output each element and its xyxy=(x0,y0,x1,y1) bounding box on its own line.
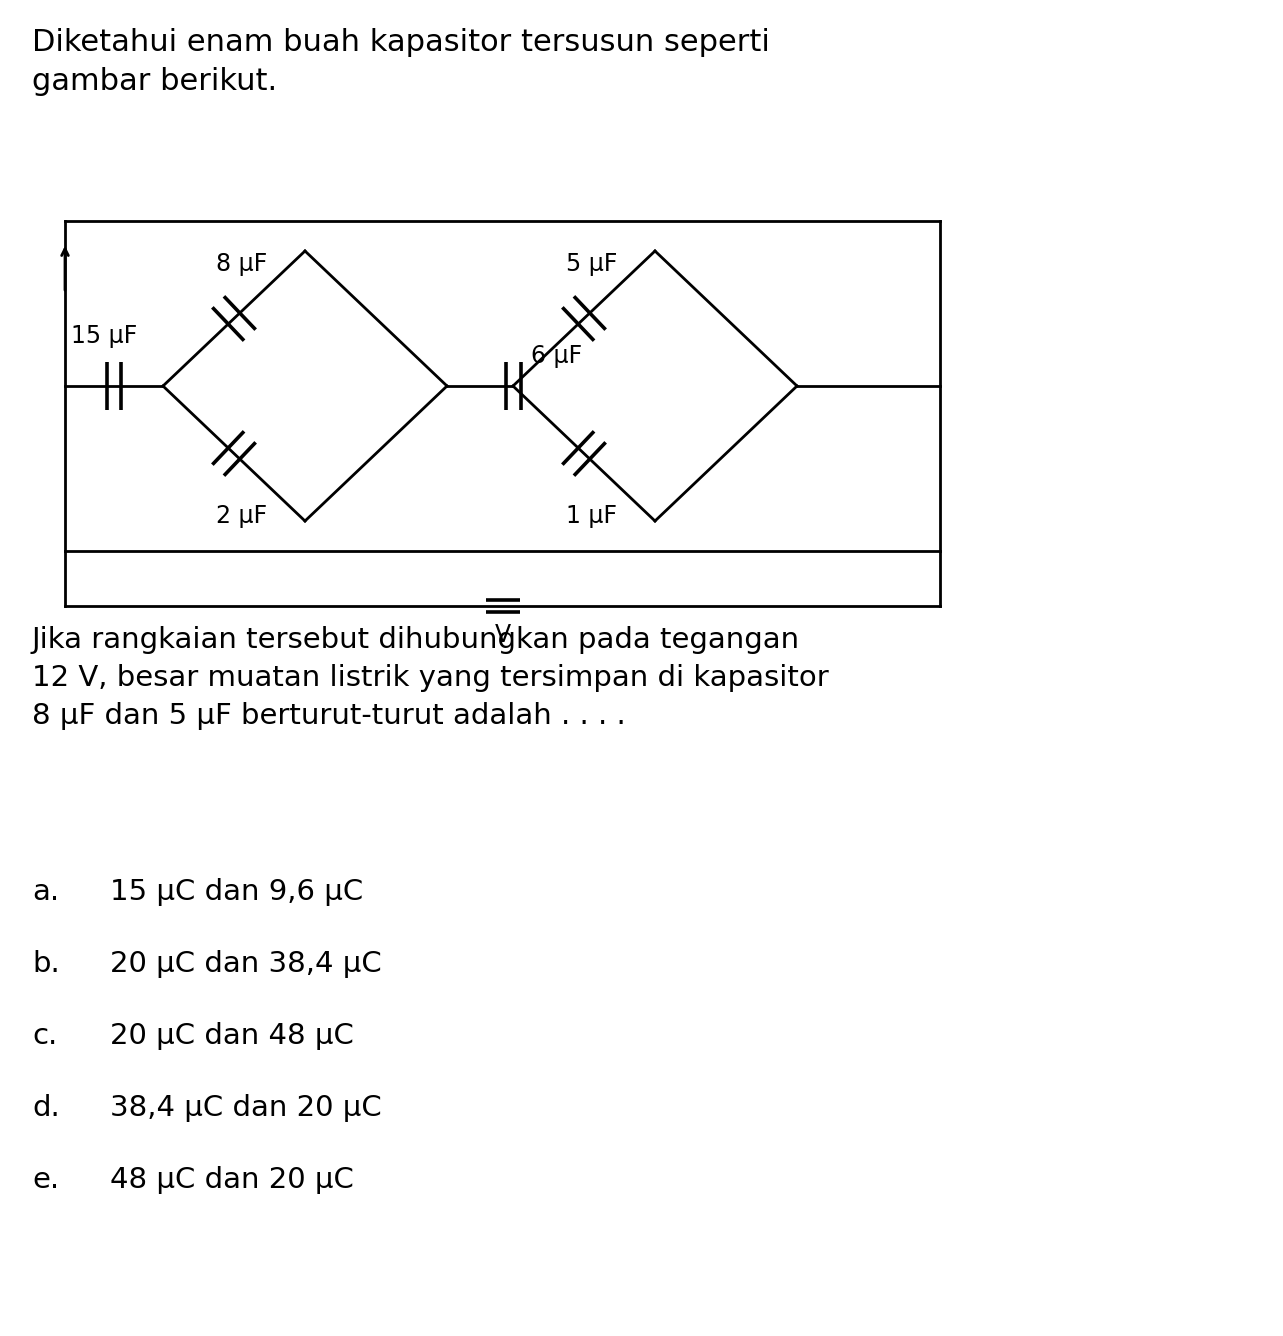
Text: 2 μF: 2 μF xyxy=(217,504,268,528)
Text: 15 μF: 15 μF xyxy=(71,325,137,347)
Text: a.: a. xyxy=(32,878,59,906)
Text: 1 μF: 1 μF xyxy=(567,504,617,528)
Text: 5 μF: 5 μF xyxy=(566,253,617,277)
Text: Diketahui enam buah kapasitor tersusun seperti
gambar berikut.: Diketahui enam buah kapasitor tersusun s… xyxy=(32,28,770,96)
Text: c.: c. xyxy=(32,1022,58,1050)
Text: 15 μC dan 9,6 μC: 15 μC dan 9,6 μC xyxy=(110,878,363,906)
Text: b.: b. xyxy=(32,950,60,978)
Text: 20 μC dan 48 μC: 20 μC dan 48 μC xyxy=(110,1022,354,1050)
Text: 20 μC dan 38,4 μC: 20 μC dan 38,4 μC xyxy=(110,950,382,978)
Text: 38,4 μC dan 20 μC: 38,4 μC dan 20 μC xyxy=(110,1094,382,1122)
Text: 48 μC dan 20 μC: 48 μC dan 20 μC xyxy=(110,1166,354,1194)
Text: e.: e. xyxy=(32,1166,59,1194)
Text: V: V xyxy=(494,623,511,647)
Text: 8 μF: 8 μF xyxy=(217,253,268,277)
Text: 6 μF: 6 μF xyxy=(531,343,582,367)
Text: Jika rangkaian tersebut dihubungkan pada tegangan
12 V, besar muatan listrik yan: Jika rangkaian tersebut dihubungkan pada… xyxy=(32,627,829,729)
Text: d.: d. xyxy=(32,1094,60,1122)
